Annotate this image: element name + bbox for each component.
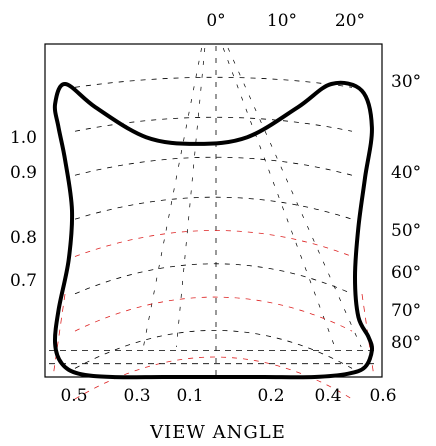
plot-frame (44, 43, 383, 378)
right-tick-labels: 30° 40° 50° 60° 70° 80° (391, 72, 421, 353)
top-tick-labels: 0° 10° 20° (206, 11, 365, 31)
grid-parallel (74, 356, 353, 400)
right-tick-label: 70° (391, 301, 421, 321)
grid-meridian (143, 47, 202, 348)
bottom-tick-label: 0.1 (176, 386, 203, 406)
grid-meridian (52, 293, 66, 378)
left-tick-label: 1.0 (10, 128, 37, 148)
right-tick-label: 30° (391, 72, 421, 92)
grid-parallel (74, 263, 353, 295)
grid-parallel (74, 76, 353, 88)
grid-parallel (74, 156, 353, 176)
left-tick-label: 0.9 (10, 163, 37, 183)
top-tick-label: 10° (267, 11, 297, 31)
left-tick-label: 0.7 (10, 271, 37, 291)
bottom-tick-label: 0.2 (257, 386, 284, 406)
left-tick-labels: 1.0 0.9 0.8 0.7 (10, 128, 37, 291)
grid-meridian (176, 47, 206, 348)
grid-meridian (222, 47, 336, 348)
bottom-tick-labels: 0.5 0.3 0.1 0.2 0.4 0.6 (60, 386, 396, 406)
grid-lines (49, 46, 378, 400)
series-outline (52, 80, 375, 380)
bottom-tick-label: 0.3 (123, 386, 150, 406)
left-tick-label: 0.8 (10, 228, 37, 248)
grid-parallel (74, 329, 353, 369)
right-tick-label: 80° (391, 333, 421, 353)
grid-parallel (74, 296, 353, 332)
right-tick-label: 50° (391, 221, 421, 241)
grid-parallel (74, 196, 353, 220)
grid-parallel (74, 230, 353, 257)
top-tick-label: 0° (206, 11, 225, 31)
x-axis-label: VIEW ANGLE (149, 422, 286, 443)
top-tick-label: 20° (335, 11, 365, 31)
bottom-tick-label: 0.4 (314, 386, 341, 406)
right-tick-label: 60° (391, 263, 421, 283)
right-tick-label: 40° (391, 163, 421, 183)
bottom-tick-label: 0.6 (369, 386, 396, 406)
bottom-tick-label: 0.5 (60, 386, 87, 406)
grid-meridian (227, 47, 362, 348)
grid-parallel (74, 116, 353, 132)
data-outline (52, 80, 375, 380)
